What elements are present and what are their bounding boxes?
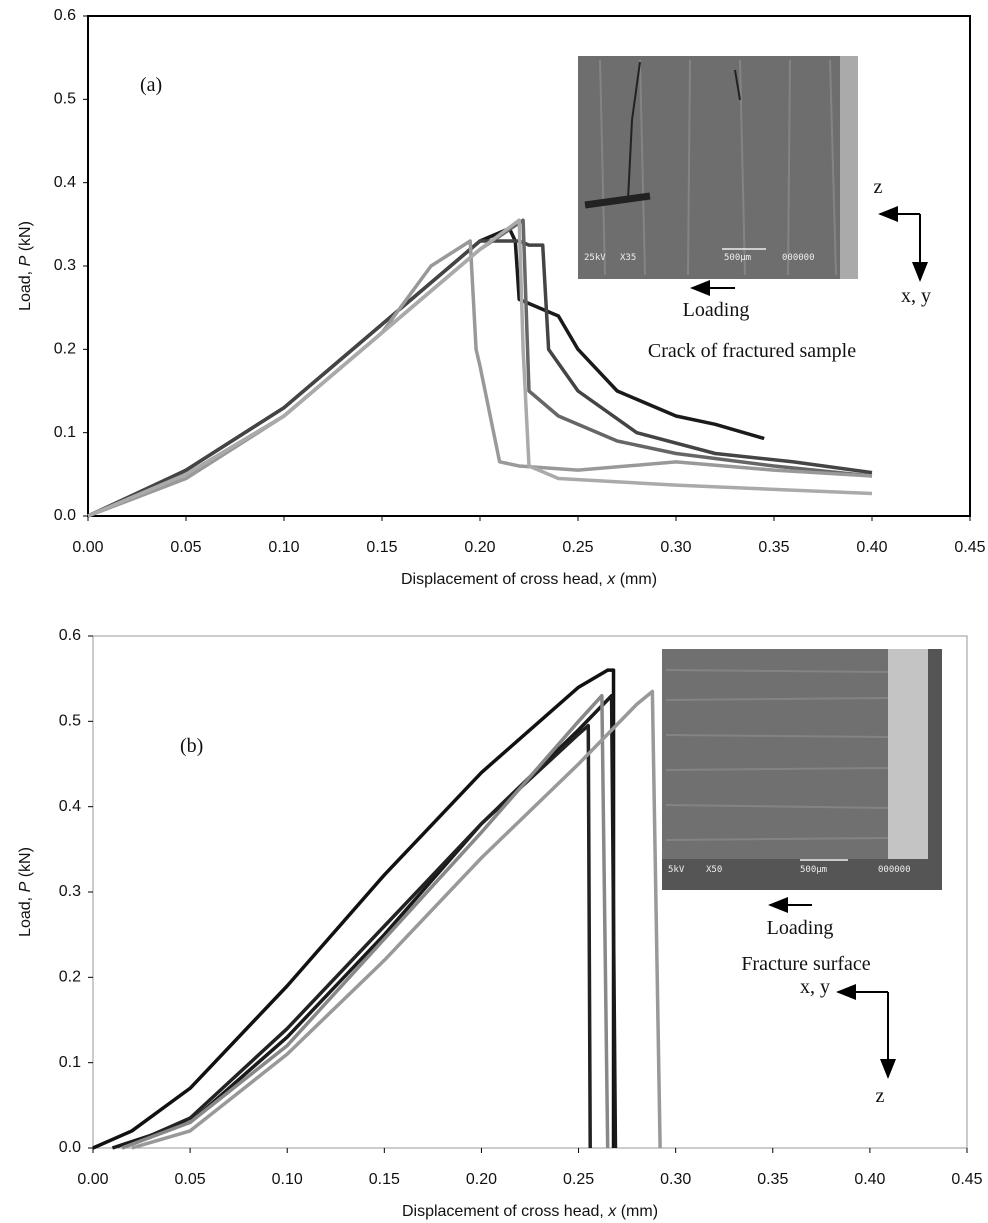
inset-label: 000000	[782, 253, 815, 263]
sem-crack	[584, 192, 651, 209]
y-tick-label: 0.1	[59, 1054, 81, 1071]
x-axis-label-part: (mm)	[616, 1203, 658, 1220]
x-tick-label: 0.25	[562, 539, 593, 556]
data-line	[121, 723, 592, 1150]
x-tick-label: 0.45	[951, 1171, 982, 1188]
data-line	[87, 218, 873, 518]
x-tick-label: 0.20	[466, 1171, 497, 1188]
x-tick-label: 0.05	[170, 539, 201, 556]
y-axis-label: Load, P (kN)	[17, 847, 34, 937]
y-tick-label: 0.0	[54, 507, 76, 524]
x-tick-label: 0.15	[366, 539, 397, 556]
x-tick-label: 0.20	[464, 539, 495, 556]
y-tick-label: 0.6	[59, 627, 81, 644]
x-tick-label: 0.10	[268, 539, 299, 556]
y-axis-label: Load, P (kN)	[17, 221, 34, 311]
data-line	[87, 239, 873, 518]
axis-label-xy: x, y	[901, 285, 931, 307]
y-tick-label: 0.2	[59, 969, 81, 986]
x-tick-label: 0.05	[175, 1171, 206, 1188]
x-axis-label-part: x	[607, 1203, 617, 1220]
x-tick-label: 0.35	[758, 539, 789, 556]
caption: Crack of fractured sample	[648, 340, 856, 362]
y-tick-label: 0.4	[59, 798, 81, 815]
y-axis-label-part: P	[17, 255, 34, 266]
y-tick-label: 0.1	[54, 424, 76, 441]
data-line	[131, 689, 662, 1150]
y-tick-label: 0.2	[54, 341, 76, 358]
y-axis-label-part: (kN)	[17, 847, 34, 882]
plot: 0.0 0.1 0.2 0.3 0.4 0.5 0.6 0.00 0.05 0.10 0.15 0.2…	[17, 7, 986, 588]
x-axis-label-part: x	[606, 571, 616, 588]
sem-crack	[627, 61, 641, 201]
x-axis-label: Displacement of cross head, x (mm)	[401, 571, 657, 588]
sem-surface	[662, 649, 892, 859]
y-axis-label-part: Load,	[17, 266, 34, 310]
sem-texture	[599, 59, 837, 276]
inset-label: 500μm	[800, 865, 827, 875]
x-tick-label: 0.40	[854, 1171, 885, 1188]
inset-label: X35	[620, 253, 636, 263]
x-tick-label: 0.30	[660, 539, 691, 556]
y-tick-label: 0.5	[54, 91, 76, 108]
x-tick-label: 0.40	[856, 539, 887, 556]
x-tick-label: 0.25	[563, 1171, 594, 1188]
caption: Fracture surface	[741, 953, 870, 975]
y-tick-label: 0.0	[59, 1139, 81, 1156]
y-axis-label-part: P	[17, 881, 34, 892]
data-line	[121, 693, 610, 1150]
axis-label-z: z	[876, 1085, 885, 1107]
x-tick-label: 0.15	[369, 1171, 400, 1188]
y-axis-label-part: (kN)	[17, 221, 34, 256]
y-tick-label: 0.6	[54, 7, 76, 24]
x-axis-label-part: Displacement of cross head,	[402, 1203, 608, 1220]
x-tick-label: 0.10	[272, 1171, 303, 1188]
sem-edge	[888, 649, 928, 859]
loading-label: Loading	[683, 299, 750, 321]
y-tick-label: 0.3	[59, 883, 81, 900]
y-tick-label: 0.5	[59, 713, 81, 730]
panel-label: (a)	[140, 74, 162, 96]
inset-label: 000000	[878, 865, 911, 875]
sem-texture	[665, 669, 891, 841]
data-line	[92, 668, 616, 1150]
x-axis-label-part: (mm)	[615, 571, 657, 588]
inset-label: X50	[706, 865, 722, 875]
data-line	[87, 239, 873, 518]
sem-edge	[840, 56, 858, 279]
inset-label: 25kV	[584, 253, 606, 263]
panel-label: (b)	[180, 735, 203, 757]
sem-crack	[734, 69, 741, 101]
inset-label: 5kV	[668, 865, 685, 875]
y-axis-label-part: Load,	[17, 892, 34, 936]
x-axis-label-part: Displacement of cross head,	[401, 571, 607, 588]
x-tick-label: 0.00	[77, 1171, 108, 1188]
sem-image	[578, 56, 858, 279]
x-tick-label: 0.30	[660, 1171, 691, 1188]
x-tick-label: 0.00	[72, 539, 103, 556]
axis-label-xy: x, y	[800, 976, 830, 998]
y-tick-label: 0.4	[54, 174, 76, 191]
x-tick-label: 0.35	[757, 1171, 788, 1188]
x-tick-label: 0.45	[954, 539, 985, 556]
plot: 0.0 0.1 0.2 0.3 0.4 0.5 0.6 0.00 0.05 0.10 0.15 0.2…	[17, 627, 983, 1220]
axis-label-z: z	[874, 176, 883, 198]
loading-label: Loading	[767, 917, 834, 939]
y-tick-label: 0.3	[54, 257, 76, 274]
inset-label: 500μm	[724, 253, 751, 263]
x-axis-label: Displacement of cross head, x (mm)	[402, 1203, 658, 1220]
